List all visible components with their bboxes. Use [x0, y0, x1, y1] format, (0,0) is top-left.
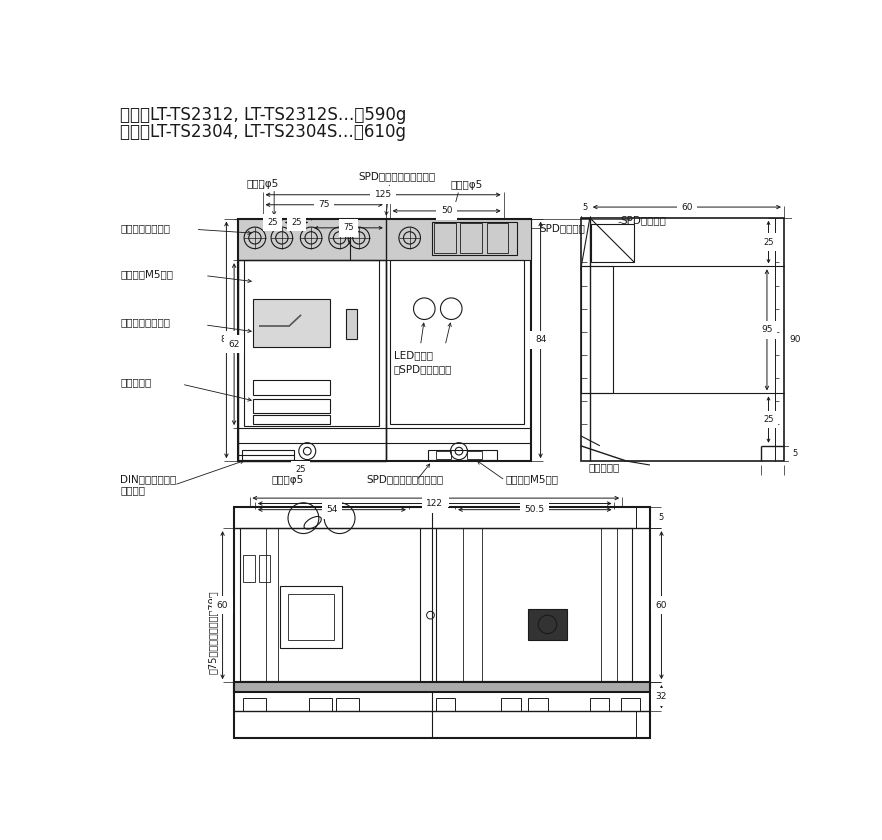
Text: 5: 5 [793, 449, 798, 458]
Text: 50.5: 50.5 [525, 505, 545, 514]
Text: 取付穴φ5: 取付穴φ5 [451, 181, 482, 191]
Text: 54: 54 [326, 505, 338, 514]
Text: DINレール取付用: DINレール取付用 [120, 475, 176, 485]
Text: 50: 50 [441, 207, 452, 215]
Bar [252, 380, 330, 395]
Text: 取付穴φ5: 取付穴φ5 [246, 179, 279, 189]
Text: （75）（操作時最大約79）: （75）（操作時最大約79） [207, 591, 218, 674]
Text: 取付穴φ5: 取付穴φ5 [272, 475, 304, 485]
Bar [436, 528, 632, 680]
Bar [580, 266, 613, 393]
Bar [336, 697, 359, 711]
Bar [528, 697, 548, 711]
Text: 25: 25 [295, 465, 306, 474]
Bar [434, 223, 456, 253]
Text: 25: 25 [763, 415, 774, 424]
Bar [243, 555, 255, 582]
Text: 接続端子M5ネジ: 接続端子M5ネジ [120, 269, 173, 279]
Text: 25: 25 [291, 218, 302, 227]
Text: スライダ: スライダ [120, 486, 146, 496]
Text: 5: 5 [583, 202, 588, 212]
Bar [234, 507, 650, 738]
Bar [309, 697, 332, 711]
Bar [280, 586, 342, 648]
Bar [346, 308, 357, 339]
Text: 切替レバー: 切替レバー [120, 377, 152, 387]
Bar [501, 697, 520, 711]
Bar [242, 449, 295, 460]
Bar [240, 528, 421, 680]
Text: 25: 25 [763, 238, 774, 247]
Text: 125: 125 [427, 494, 445, 502]
Bar [288, 594, 334, 640]
Text: 62: 62 [228, 339, 240, 349]
Text: SPDユニット着脱つまみ: SPDユニット着脱つまみ [359, 171, 436, 181]
Text: 75: 75 [343, 223, 354, 233]
Bar [238, 218, 531, 461]
Text: （SPD機能表示）: （SPD機能表示） [393, 364, 452, 374]
Bar [258, 555, 270, 582]
Text: 5: 5 [659, 513, 664, 522]
Text: SPDユニット: SPDユニット [540, 223, 586, 233]
Text: 60: 60 [655, 601, 667, 610]
Bar [234, 682, 650, 692]
Bar [390, 260, 525, 424]
Bar [252, 399, 330, 412]
Text: 切替レバー: 切替レバー [588, 462, 619, 472]
Text: 84: 84 [534, 335, 546, 344]
Bar [580, 218, 784, 461]
Bar [432, 222, 517, 255]
Bar [592, 224, 634, 262]
Text: LEDランプ: LEDランプ [393, 350, 432, 360]
Text: 95: 95 [761, 325, 773, 334]
Text: 125: 125 [375, 190, 392, 199]
Text: 60: 60 [681, 202, 692, 212]
Bar [590, 697, 609, 711]
Bar [252, 299, 330, 347]
Bar [436, 697, 455, 711]
Text: 接続端子ユニット: 接続端子ユニット [120, 223, 170, 233]
Bar [460, 223, 482, 253]
Text: 122: 122 [426, 499, 443, 508]
Text: 90: 90 [789, 335, 801, 344]
Text: 切替レバーロック: 切替レバーロック [120, 318, 170, 328]
Bar [528, 609, 567, 640]
Bar [467, 451, 482, 459]
Bar [428, 450, 497, 460]
Text: 質量：LT-TS2312, LT-TS2312S…約590g: 質量：LT-TS2312, LT-TS2312S…約590g [120, 106, 407, 123]
Text: 75: 75 [318, 200, 330, 209]
Text: 25: 25 [267, 218, 278, 227]
Bar [243, 697, 266, 711]
Bar [244, 260, 379, 426]
Text: LT-TS2304, LT-TS2304S…約610g: LT-TS2304, LT-TS2304S…約610g [120, 123, 406, 140]
Bar [621, 697, 640, 711]
Bar [238, 218, 531, 260]
Bar [238, 218, 385, 461]
Text: SPDユニット着脱つまみ: SPDユニット着脱つまみ [367, 475, 444, 485]
Text: SPDユニット: SPDユニット [621, 215, 667, 225]
Bar [252, 415, 330, 424]
Bar [487, 223, 508, 253]
Text: 84: 84 [220, 335, 232, 344]
Text: 60: 60 [217, 601, 228, 610]
Text: 接続端子M5ネジ: 接続端子M5ネジ [505, 475, 558, 485]
Text: 32: 32 [656, 692, 667, 701]
Bar [436, 451, 452, 459]
